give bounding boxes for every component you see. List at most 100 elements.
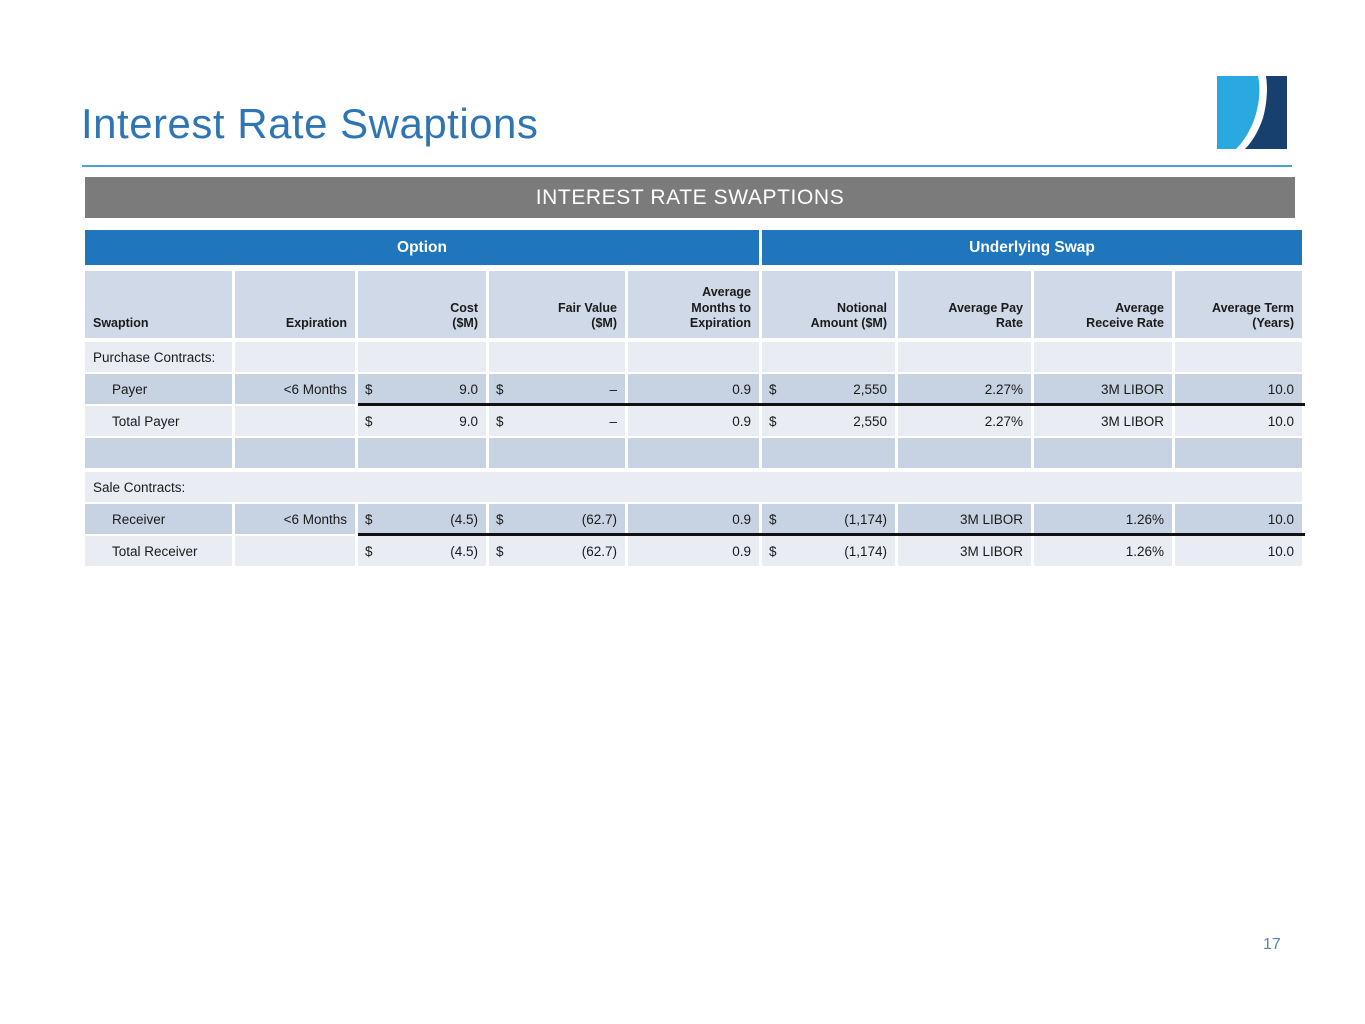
currency-symbol: $ (365, 511, 373, 527)
row-label: Total Payer (85, 406, 232, 436)
column-header-5: Notional Amount ($M) (762, 271, 895, 338)
cell-1 (235, 438, 355, 468)
row-payer: Payer <6 Months $9.0 $ –0.9 $2,550 2.27% 3M LIB… (85, 374, 1305, 406)
cell-3: $ – (489, 406, 625, 436)
cell-3: $ (62.7) (489, 536, 625, 566)
section-label: Purchase Contracts: (85, 342, 232, 372)
column-header-7: Average Receive Rate (1034, 271, 1172, 338)
cell-value: (1,174) (844, 543, 887, 559)
sum-rule (358, 533, 1305, 536)
row-label (85, 438, 232, 468)
cell-2: $9.0 (358, 374, 486, 404)
cell-2: $ (4.5) (358, 536, 486, 566)
currency-symbol: $ (365, 381, 373, 397)
row-label: Payer (85, 374, 232, 404)
cell-2: $ (4.5) (358, 504, 486, 534)
cell-value: (4.5) (450, 511, 478, 527)
cell-7: 3M LIBOR (1034, 406, 1172, 436)
cell-value: – (609, 413, 617, 429)
cell-value: (62.7) (581, 511, 617, 527)
currency-symbol: $ (769, 511, 777, 527)
row-label: Receiver (85, 504, 232, 534)
band-header-row: Option Underlying Swap (85, 230, 1302, 265)
currency-symbol: $ (496, 413, 504, 429)
cell-2: $9.0 (358, 406, 486, 436)
title-divider (82, 165, 1292, 167)
cell-value: 9.0 (459, 413, 478, 429)
table-body: Purchase Contracts: Payer <6 Months $9.0 $ –0… (85, 342, 1305, 566)
cell-6 (898, 342, 1031, 372)
cell-value: – (609, 381, 617, 397)
currency-symbol: $ (365, 543, 373, 559)
column-header-6: Average Pay Rate (898, 271, 1031, 338)
cell-1: <6 Months (235, 504, 355, 534)
cell-8: 10.0 (1175, 536, 1302, 566)
cell-4: 0.9 (628, 504, 759, 534)
cell-2 (358, 342, 486, 372)
cell-4 (628, 438, 759, 468)
currency-symbol: $ (769, 413, 777, 429)
column-header-row: Swaption Expiration Cost ($M) Fair Value ($… (85, 271, 1302, 338)
cell-5: $2,550 (762, 374, 895, 404)
cell-1 (235, 406, 355, 436)
page-number: 17 (1263, 936, 1281, 953)
row-total-receiver: Total Receiver $ (4.5) $ (62.7) 0.9 $ (1,174) 3M… (85, 536, 1302, 566)
cell-5: $2,550 (762, 406, 895, 436)
sum-rule (358, 403, 1305, 406)
cell-7: 3M LIBOR (1034, 374, 1172, 404)
cell-value: 9.0 (459, 381, 478, 397)
currency-symbol: $ (365, 413, 373, 429)
column-header-2: Cost ($M) (358, 271, 486, 338)
cell-1 (235, 536, 355, 566)
cell-value: (4.5) (450, 543, 478, 559)
cell-5: $ (1,174) (762, 536, 895, 566)
band-option: Option (85, 230, 759, 265)
cell-2 (358, 438, 486, 468)
cell-value: (62.7) (581, 543, 617, 559)
column-header-4: Average Months to Expiration (628, 271, 759, 338)
currency-symbol: $ (496, 543, 504, 559)
cell-6: 2.27% (898, 406, 1031, 436)
cell-8: 10.0 (1175, 374, 1302, 404)
cell-4: 0.9 (628, 406, 759, 436)
row-spacer (85, 438, 1302, 468)
cell-6: 2.27% (898, 374, 1031, 404)
currency-symbol: $ (496, 511, 504, 527)
cell-1 (235, 342, 355, 372)
cell-6 (898, 438, 1031, 468)
cell-8: 10.0 (1175, 504, 1302, 534)
cell-3 (489, 342, 625, 372)
page-title: Interest Rate Swaptions (81, 100, 539, 147)
cell-3: $ – (489, 374, 625, 404)
cell-4 (628, 342, 759, 372)
cell-5 (762, 438, 895, 468)
swaptions-table: Option Underlying Swap Swaption Expiratio… (85, 230, 1305, 568)
cell-5 (762, 342, 895, 372)
brand-logo-icon (1217, 76, 1287, 149)
column-header-3: Fair Value ($M) (489, 271, 625, 338)
row-label: Total Receiver (85, 536, 232, 566)
row-purchase-contracts: Purchase Contracts: (85, 342, 1302, 372)
cell-4: 0.9 (628, 374, 759, 404)
cell-8 (1175, 438, 1302, 468)
row-total-payer: Total Payer $9.0 $ –0.9 $2,550 2.27% 3M LIBOR 1… (85, 406, 1302, 436)
cell-value: (1,174) (844, 511, 887, 527)
table-caption: INTEREST RATE SWAPTIONS (85, 177, 1295, 218)
cell-7: 1.26% (1034, 536, 1172, 566)
row-sale-contracts: Sale Contracts: (85, 472, 1302, 502)
cell-7: 1.26% (1034, 504, 1172, 534)
cell-8: 10.0 (1175, 406, 1302, 436)
currency-symbol: $ (496, 381, 504, 397)
cell-value: 2,550 (853, 381, 887, 397)
band-underlying-swap: Underlying Swap (762, 230, 1302, 265)
cell-3: $ (62.7) (489, 504, 625, 534)
cell-5: $ (1,174) (762, 504, 895, 534)
cell-1: <6 Months (235, 374, 355, 404)
cell-6: 3M LIBOR (898, 504, 1031, 534)
column-header-8: Average Term (Years) (1175, 271, 1302, 338)
cell-4: 0.9 (628, 536, 759, 566)
row-receiver: Receiver <6 Months $ (4.5) $ (62.7) 0.9 $ (1,174… (85, 504, 1305, 536)
cell-3 (489, 438, 625, 468)
currency-symbol: $ (769, 381, 777, 397)
